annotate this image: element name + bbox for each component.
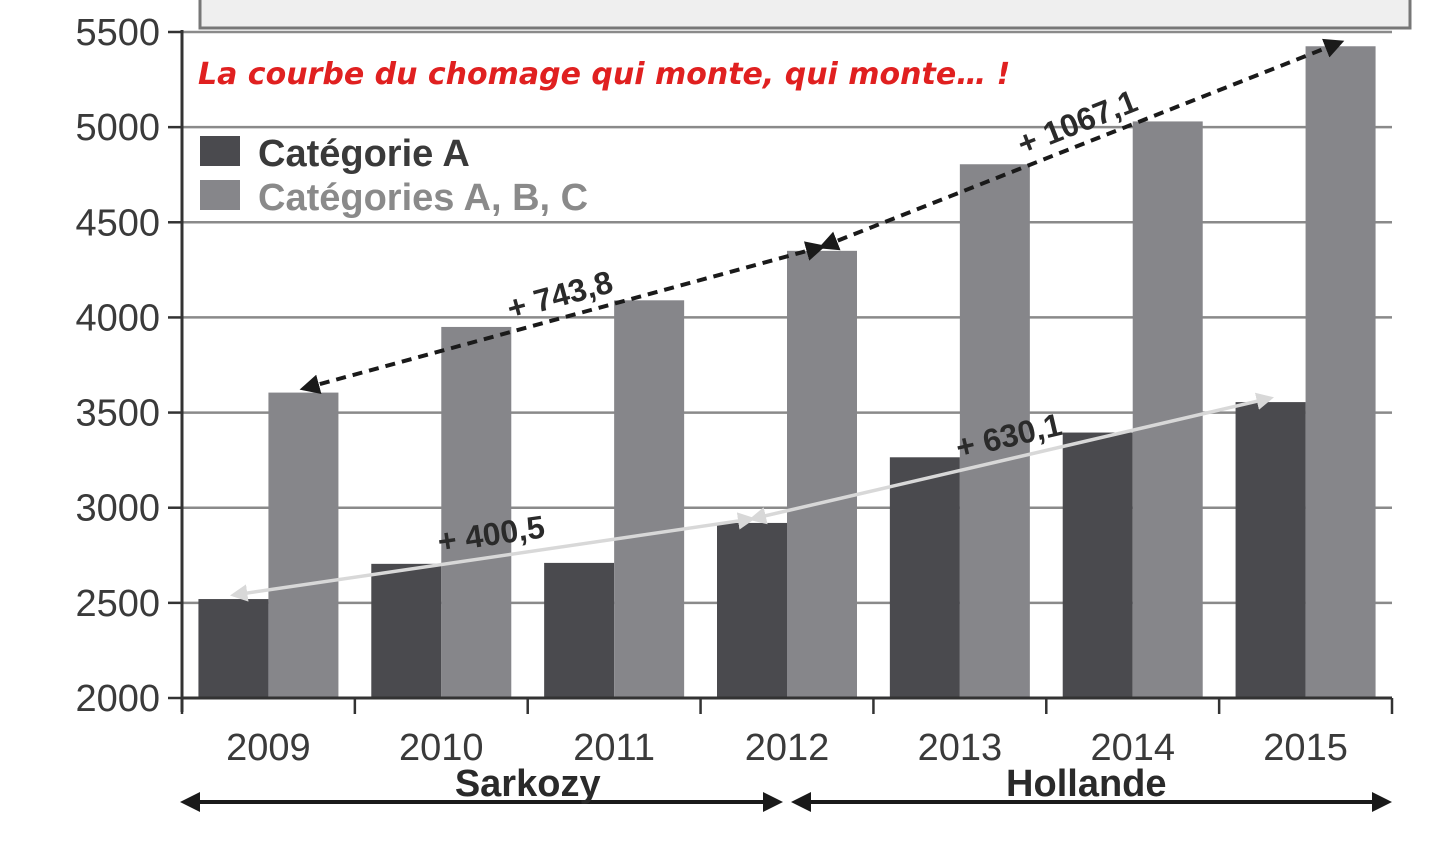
bar-categories-abc	[441, 326, 512, 698]
trend-arrow	[818, 38, 1345, 251]
bar-categories-abc	[787, 250, 857, 699]
bar-categorie-a	[371, 563, 442, 698]
y-tick-label: 2500	[75, 583, 160, 625]
x-tick-label: 2011	[573, 727, 655, 769]
bar-categorie-a	[1235, 402, 1306, 698]
bar-categorie-a	[544, 562, 615, 698]
x-tick-label: 2012	[745, 727, 830, 769]
y-tick-label: 5500	[75, 12, 160, 54]
y-tick-label: 3500	[75, 393, 160, 435]
trend-arrow	[748, 392, 1274, 525]
y-tick-label: 3000	[75, 488, 160, 530]
x-tick-label: 2010	[399, 727, 484, 769]
trend-label: + 1067,1	[1012, 83, 1142, 163]
bar-categories-abc	[268, 392, 339, 698]
axes	[180, 30, 1392, 712]
bar-categories-abc	[1305, 46, 1376, 699]
trend-arrow	[229, 512, 756, 602]
x-tick-label: 2015	[1263, 727, 1348, 769]
bar-categories-abc	[614, 300, 685, 698]
y-tick-label: 4000	[75, 297, 160, 339]
y-tick-label: 4500	[75, 202, 160, 244]
x-axis-ticks: 2009 2010 2011 2012 2013 2014 2015	[180, 698, 1394, 769]
y-tick-label: 2000	[75, 678, 160, 720]
chart-title: La courbe du chomage qui monte, qui mont…	[198, 57, 1010, 92]
legend-swatch	[200, 180, 240, 210]
era-label: Hollande	[1006, 763, 1166, 805]
era-label: Sarkozy	[455, 763, 601, 805]
cropped-heading-box	[198, 0, 1412, 30]
era-arrows: Sarkozy Hollande	[180, 763, 1392, 812]
y-tick-label: 5000	[75, 107, 160, 149]
bar-categories-abc	[1132, 121, 1203, 699]
trend-arrow	[299, 241, 826, 395]
y-axis-ticks: 2000 2500 3000 3500 4000 4500 5000 5500	[75, 12, 182, 720]
bar-categorie-a	[1062, 432, 1133, 698]
bar-categorie-a	[889, 457, 960, 698]
bar-categorie-a	[198, 599, 269, 698]
legend-swatch	[200, 136, 240, 166]
legend-label: Catégorie A	[258, 133, 470, 175]
x-tick-label: 2013	[918, 727, 1003, 769]
bar-categorie-a	[717, 522, 787, 698]
x-tick-label: 2014	[1090, 727, 1175, 769]
x-tick-label: 2009	[226, 727, 311, 769]
legend-label: Catégories A, B, C	[258, 177, 588, 219]
